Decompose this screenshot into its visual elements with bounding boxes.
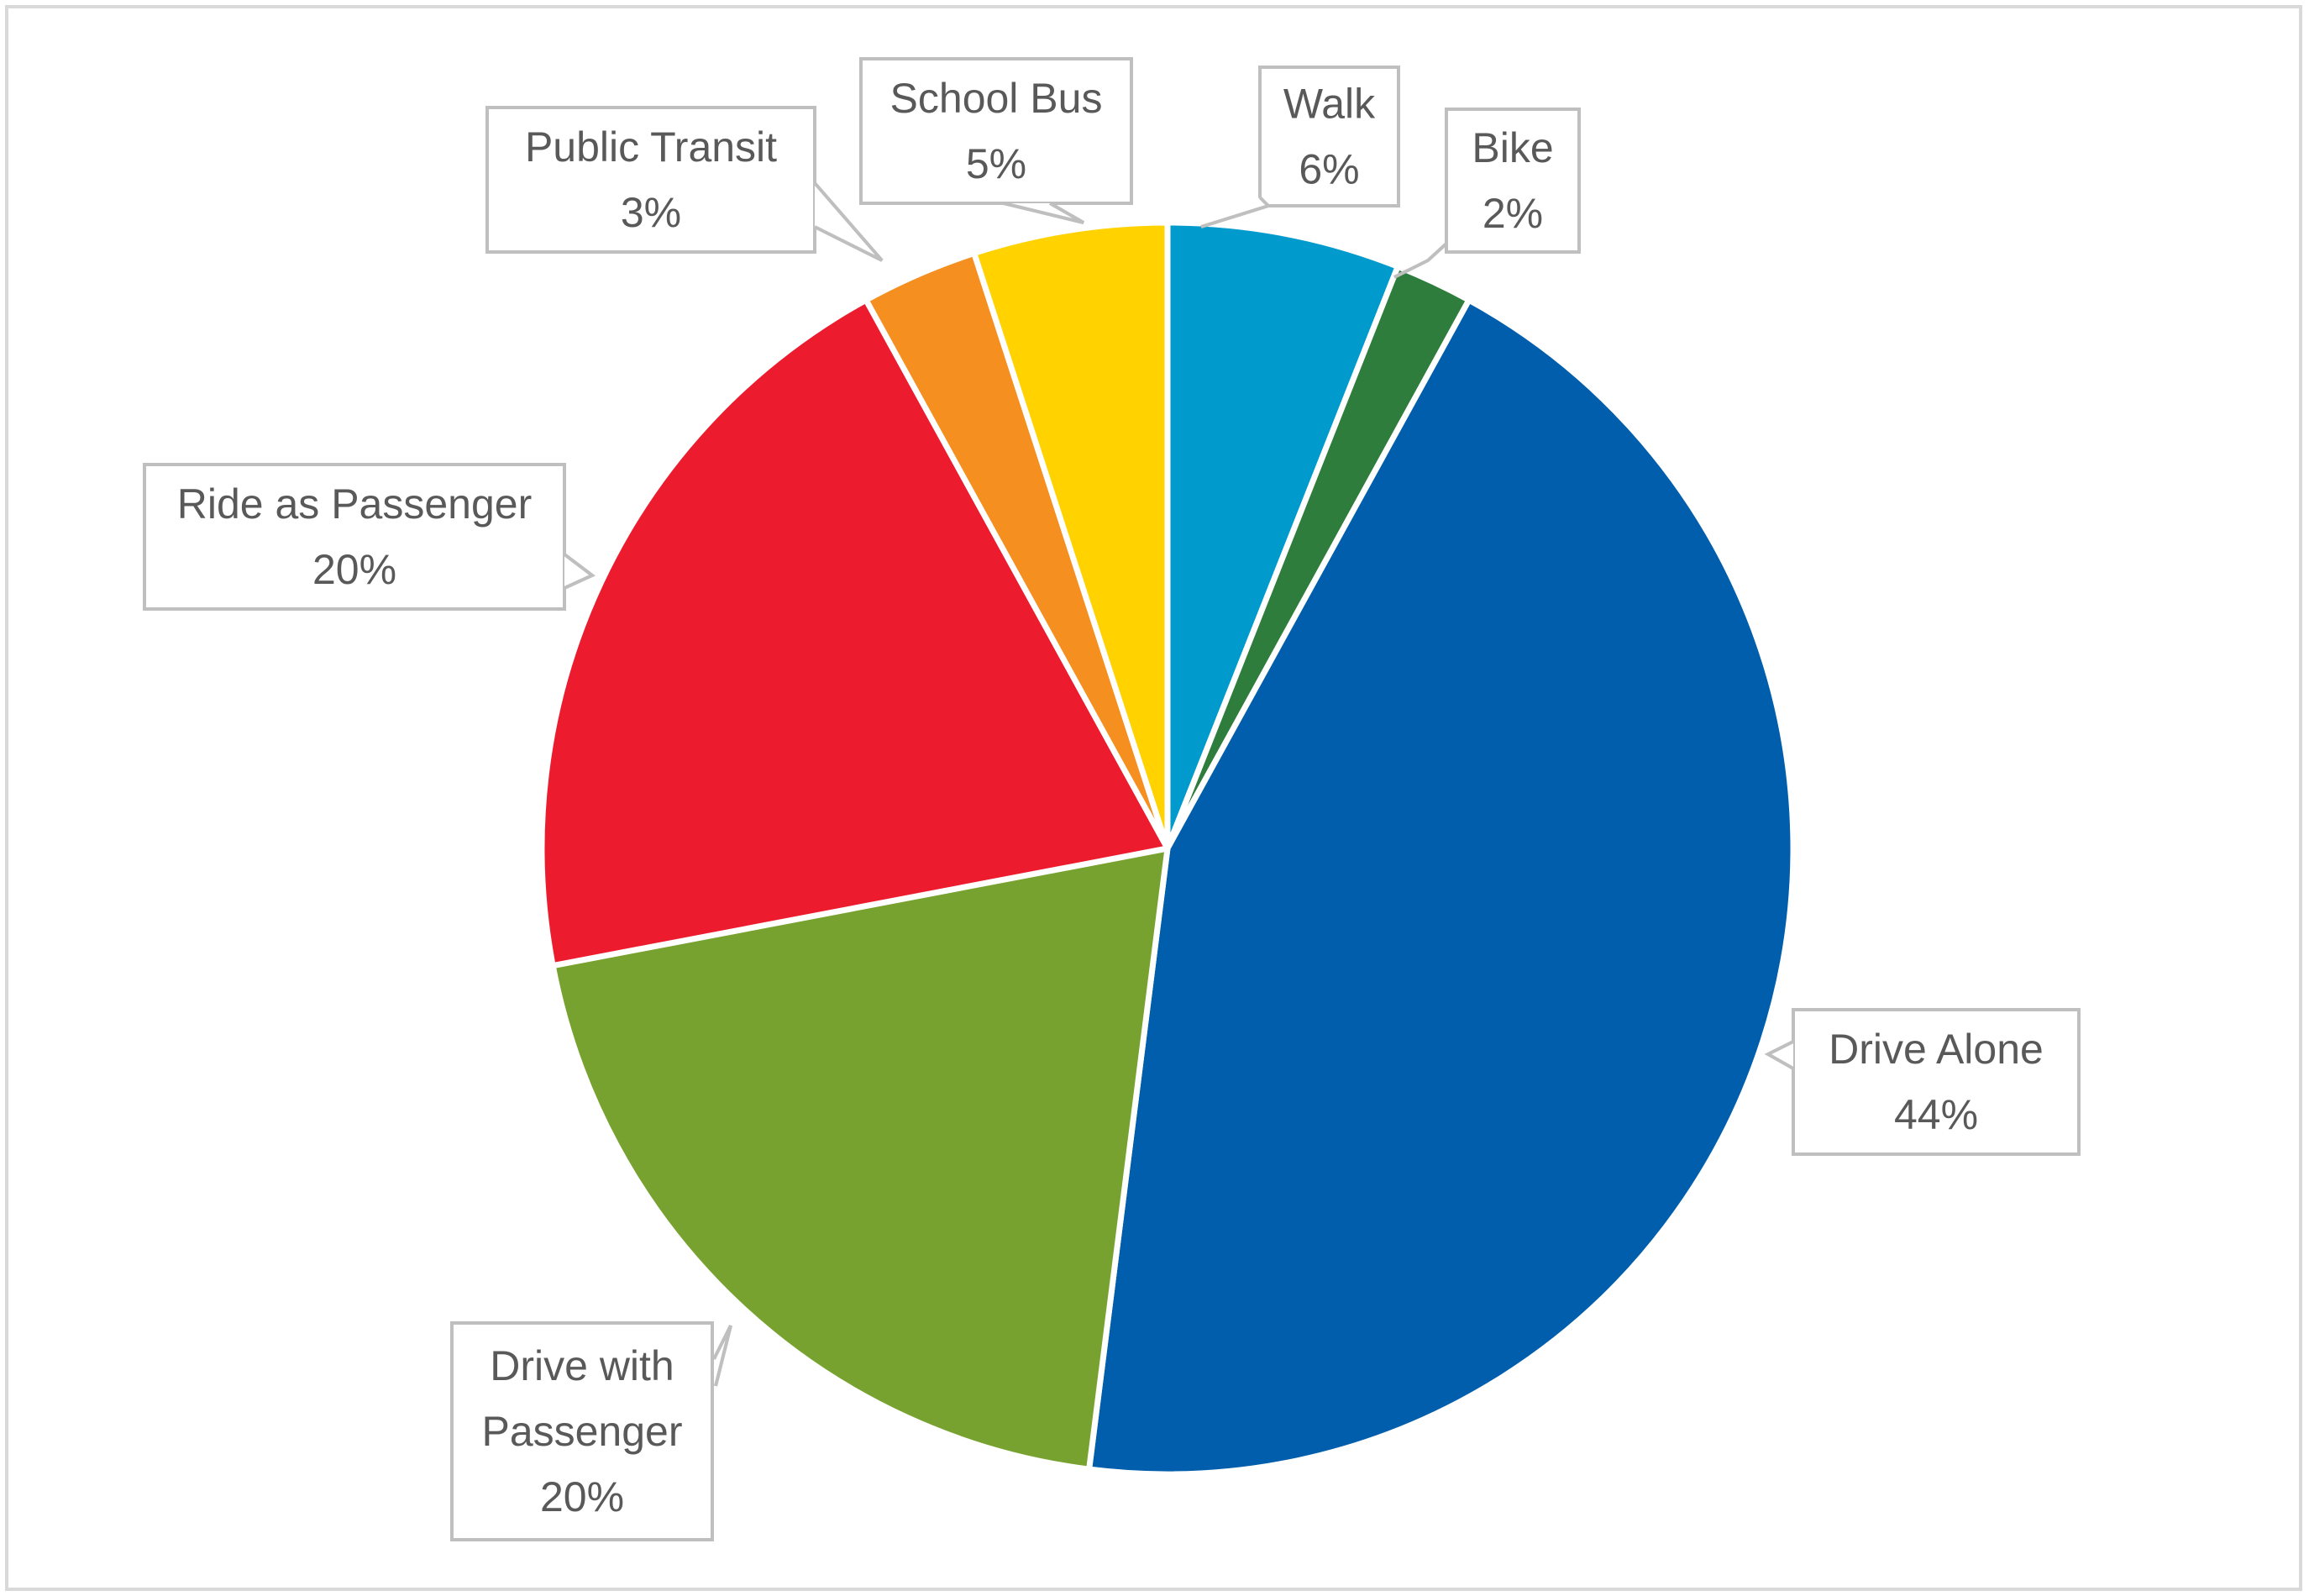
callout-pointer-edge-bike xyxy=(1393,242,1448,279)
callout-pointer-edge-walk xyxy=(1200,196,1272,228)
callout-pointer-fill-walk xyxy=(1201,197,1268,227)
data-label-value-public-transit: 3% xyxy=(621,189,681,236)
callout-box-school-bus xyxy=(859,57,1133,205)
pie-slices xyxy=(538,219,1797,1478)
pie-chart: Walk 6% Bike 2% Drive Alone 44% Drive with Pass… xyxy=(143,57,2081,1541)
data-label-name-bike: Bike xyxy=(1472,124,1553,171)
data-label-name-ride-as-passenger: Ride as Passenger xyxy=(177,480,532,528)
callout-pointer-edge-school-bus xyxy=(1003,202,1084,224)
callout-box-walk xyxy=(1258,66,1400,207)
callout-pointer-edge-public-transit xyxy=(813,181,884,262)
callout-pointer-edge-drive-alone xyxy=(1764,1040,1794,1070)
data-label-name-drive-with-passenger: Passenger xyxy=(481,1408,682,1455)
callout-box-ride-as-passenger xyxy=(143,463,566,611)
callout-pointer-edge-drive-with-passenger xyxy=(712,1325,732,1387)
callout-pointer-fill-drive-alone xyxy=(1768,1042,1793,1068)
data-label-callouts: Walk 6% Bike 2% Drive Alone 44% Drive with Pass… xyxy=(143,57,2081,1541)
data-label-value-drive-with-passenger: 20% xyxy=(540,1473,624,1520)
data-label-name-walk: Walk xyxy=(1283,81,1376,128)
callout-pointer-fill-bike xyxy=(1394,244,1446,277)
data-label-value-walk: 6% xyxy=(1299,146,1359,193)
data-label-value-bike: 2% xyxy=(1482,190,1543,237)
pie-slice-ride-as-passenger xyxy=(538,297,1171,969)
data-label-name-public-transit: Public Transit xyxy=(525,123,777,171)
pie-slice-walk xyxy=(1164,219,1401,852)
pie-slice-drive-alone xyxy=(1086,297,1797,1478)
callout-pointer-fill-ride-as-passenger xyxy=(564,554,592,588)
pie-slice-drive-with-passenger xyxy=(549,845,1171,1473)
pie-slice-school-bus xyxy=(971,219,1171,852)
callout-box-bike xyxy=(1445,108,1581,254)
data-label-name-drive-alone: Drive Alone xyxy=(1829,1026,2044,1073)
data-label-value-school-bus: 5% xyxy=(966,140,1026,187)
chart-frame: Walk 6% Bike 2% Drive Alone 44% Drive with Pass… xyxy=(5,5,2302,1591)
callout-box-public-transit xyxy=(485,106,816,254)
data-label-value-ride-as-passenger: 20% xyxy=(312,546,396,593)
data-label-name-school-bus: School Bus xyxy=(890,75,1103,122)
callout-box-drive-with-passenger xyxy=(450,1321,714,1541)
callout-box-drive-alone xyxy=(1792,1008,2081,1156)
callout-pointer-edge-ride-as-passenger xyxy=(563,553,596,590)
data-label-value-drive-alone: 44% xyxy=(1894,1091,1978,1138)
data-label-name-drive-with-passenger: Drive with xyxy=(490,1342,674,1389)
